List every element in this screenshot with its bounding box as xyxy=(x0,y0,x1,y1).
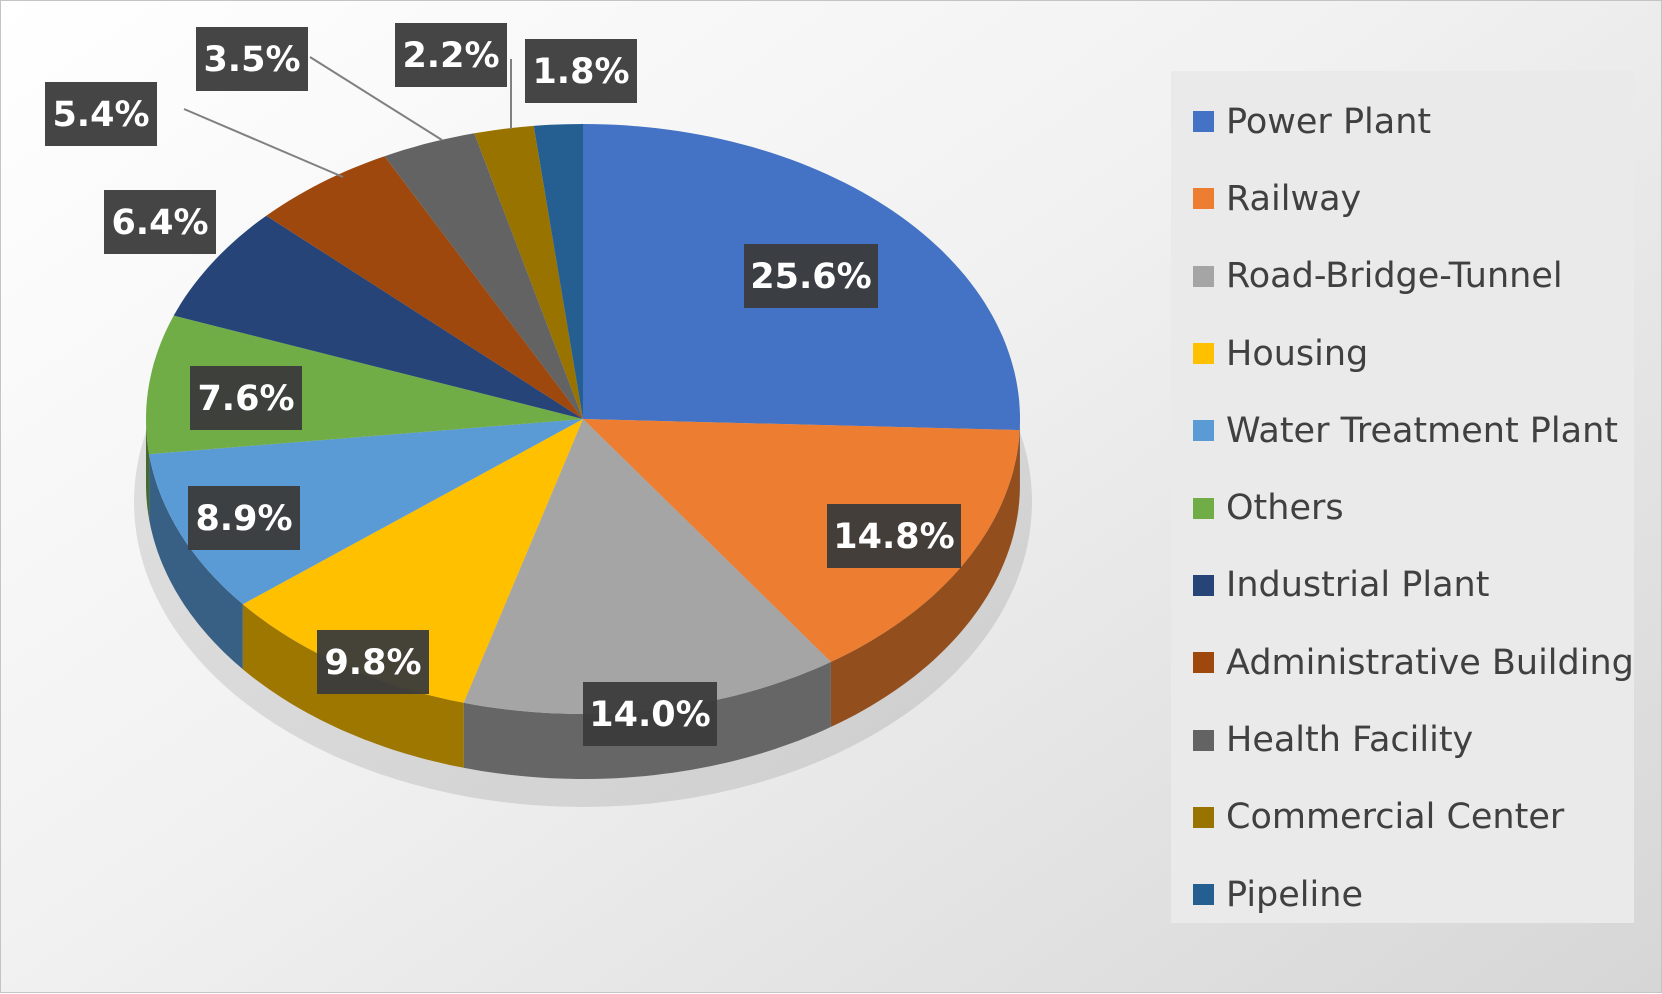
legend-swatch xyxy=(1193,730,1214,751)
legend-swatch xyxy=(1193,188,1214,209)
data-label-text: 1.8% xyxy=(532,52,629,92)
data-label-commercial-center: 2.2% xyxy=(395,23,507,87)
legend-swatch xyxy=(1193,498,1214,519)
legend-swatch xyxy=(1193,343,1214,364)
data-label-text: 25.6% xyxy=(750,257,871,297)
legend-label: Road-Bridge-Tunnel xyxy=(1226,256,1563,296)
legend-item-administrative-building: Administrative Building xyxy=(1171,624,1634,701)
legend-label: Railway xyxy=(1226,179,1361,219)
data-label-road-bridge-tunnel: 14.0% xyxy=(583,682,717,746)
legend-item-railway: Railway xyxy=(1171,160,1634,237)
data-label-health-facility: 3.5% xyxy=(196,27,308,91)
legend-swatch xyxy=(1193,111,1214,132)
legend-swatch xyxy=(1193,575,1214,596)
data-label-text: 5.4% xyxy=(52,95,149,135)
legend-item-road-bridge-tunnel: Road-Bridge-Tunnel xyxy=(1171,238,1634,315)
legend-swatch xyxy=(1193,652,1214,673)
legend-label: Commercial Center xyxy=(1226,797,1564,837)
data-label-pipeline: 1.8% xyxy=(525,39,637,103)
data-label-text: 14.8% xyxy=(833,517,954,557)
legend-label: Water Treatment Plant xyxy=(1226,411,1618,451)
legend-label: Others xyxy=(1226,488,1344,528)
legend-item-pipeline: Pipeline xyxy=(1171,856,1634,933)
legend-label: Power Plant xyxy=(1226,102,1431,142)
legend-item-commercial-center: Commercial Center xyxy=(1171,779,1634,856)
legend-label: Industrial Plant xyxy=(1226,565,1489,605)
legend: Power Plant Railway Road-Bridge-Tunnel Hous… xyxy=(1171,71,1634,923)
data-label-power-plant: 25.6% xyxy=(744,244,878,308)
legend-swatch xyxy=(1193,266,1214,287)
legend-item-water-treatment-plant: Water Treatment Plant xyxy=(1171,392,1634,469)
legend-label: Administrative Building xyxy=(1226,643,1634,683)
data-label-industrial-plant: 6.4% xyxy=(104,190,216,254)
legend-swatch xyxy=(1193,884,1214,905)
data-label-housing: 9.8% xyxy=(317,630,429,694)
data-label-text: 6.4% xyxy=(111,203,208,243)
leader-line xyxy=(184,109,343,177)
data-label-text: 3.5% xyxy=(203,40,300,80)
data-label-water-treatment-plant: 8.9% xyxy=(188,486,300,550)
data-label-text: 7.6% xyxy=(197,379,294,419)
data-label-text: 9.8% xyxy=(324,643,421,683)
legend-label: Health Facility xyxy=(1226,720,1473,760)
legend-item-power-plant: Power Plant xyxy=(1171,83,1634,160)
legend-swatch xyxy=(1193,807,1214,828)
legend-item-health-facility: Health Facility xyxy=(1171,701,1634,778)
data-label-administrative-building: 5.4% xyxy=(45,82,157,146)
data-label-text: 14.0% xyxy=(589,695,710,735)
legend-item-others: Others xyxy=(1171,469,1634,546)
data-label-text: 8.9% xyxy=(195,499,292,539)
legend-item-housing: Housing xyxy=(1171,315,1634,392)
data-label-railway: 14.8% xyxy=(827,504,961,568)
data-label-text: 2.2% xyxy=(402,36,499,76)
legend-item-industrial-plant: Industrial Plant xyxy=(1171,547,1634,624)
legend-label: Housing xyxy=(1226,334,1368,374)
legend-label: Pipeline xyxy=(1226,875,1363,915)
legend-swatch xyxy=(1193,420,1214,441)
data-label-others: 7.6% xyxy=(190,366,302,430)
